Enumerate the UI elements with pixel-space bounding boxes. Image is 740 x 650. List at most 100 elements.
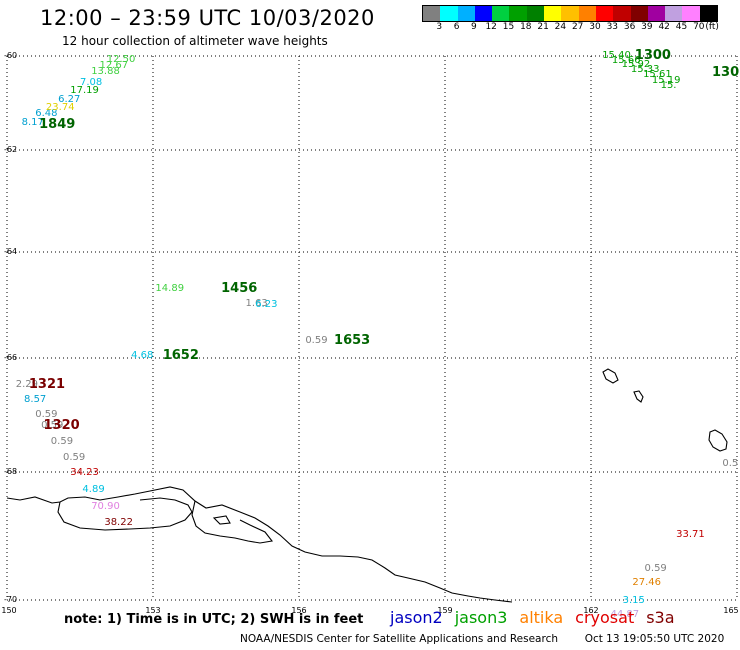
satellite-legend: jason2 jason3 altika cryosat s3a <box>390 608 687 627</box>
legend-tick-label: 9 <box>471 22 477 32</box>
wave-height-value: 15.61 <box>643 68 672 80</box>
wave-height-value: 2.29 <box>15 379 39 391</box>
lon-label-165: 165 <box>723 606 739 615</box>
footer-source: NOAA/NESDIS Center for Satellite Applica… <box>240 633 558 645</box>
chart-subtitle: 12 hour collection of altimeter wave hei… <box>62 34 328 48</box>
lat-label-64: -64 <box>4 247 18 256</box>
legend-swatch <box>630 6 648 21</box>
wave-height-value: 4.89 <box>82 483 105 495</box>
lat-label-68: -68 <box>4 467 18 476</box>
note-text: note: 1) Time is in UTC; 2) SWH is in fe… <box>64 612 364 627</box>
wave-height-value: 0.59 <box>644 563 667 575</box>
legend-tick-label: 42 <box>658 22 670 32</box>
lon-label-153: 153 <box>145 606 161 615</box>
wave-height-value: 0.59 <box>35 409 58 420</box>
wave-height-value: 8.17 <box>21 116 44 128</box>
satellite-legend-item: cryosat <box>575 608 635 627</box>
wave-height-value: 70.90 <box>91 500 120 512</box>
wave-height-value: 12.50 <box>106 53 136 65</box>
satellite-legend-item: altika <box>519 608 564 627</box>
legend-swatch <box>474 6 493 21</box>
wave-height-value: 13.88 <box>91 65 120 77</box>
footer-timestamp: Oct 13 19:05:50 UTC 2020 <box>584 633 725 645</box>
wave-height-value: 0.59 <box>50 436 74 448</box>
wave-height-value: 0.59 <box>62 452 86 464</box>
wave-height-value: 3.15 <box>622 595 645 607</box>
wave-height-value: 8.57 <box>24 394 47 406</box>
wave-height-value: 0.5 <box>722 458 739 470</box>
time-label: 1652 <box>162 347 199 363</box>
legend-swatch <box>682 6 700 21</box>
chart-title: 12:00 – 23:59 UTC 10/03/2020 <box>40 6 375 30</box>
legend-swatch <box>647 6 666 21</box>
lon-label-159: 159 <box>437 606 453 615</box>
lon-label-162: 162 <box>583 606 599 615</box>
legend-swatch <box>457 6 475 21</box>
satellite-legend-item: jason2 <box>390 608 443 627</box>
legend-tick-label: 45 <box>675 22 688 32</box>
wave-height-value: 0.59 <box>305 335 328 347</box>
legend-swatch <box>561 6 579 21</box>
wave-height-value: 0.59 <box>41 420 64 432</box>
legend-tick-label: 70 <box>693 22 705 32</box>
legend-tick-label: 30 <box>589 22 601 32</box>
wave-height-value: 1.63 <box>245 297 268 309</box>
legend-swatch <box>526 6 545 21</box>
lon-label-150: 150 <box>1 606 17 615</box>
time-label: 1321 <box>28 377 66 393</box>
wave-height-value: 33.71 <box>676 528 705 540</box>
wave-height-value: 34.23 <box>70 467 99 479</box>
wave-height-value: 17.19 <box>70 84 99 96</box>
lat-label-60: -60 <box>4 51 18 60</box>
time-label: 1653 <box>334 333 371 349</box>
time-label: 1300 <box>634 48 671 63</box>
wave-height-value: 27.46 <box>632 577 661 589</box>
legend-swatch <box>544 6 562 21</box>
legend-tick-label: 24 <box>554 22 567 32</box>
legend-swatch <box>492 6 510 21</box>
lat-label-66: -66 <box>4 353 18 362</box>
legend-swatch <box>595 6 614 21</box>
legend-tick-label: 15 <box>502 22 515 32</box>
footer: NOAA/NESDIS Center for Satellite Applica… <box>240 633 724 645</box>
legend-tick-label: 39 <box>641 22 653 32</box>
wave-height-value: 6.23 <box>255 299 278 310</box>
wave-height-value: 15.92 <box>621 59 651 71</box>
legend-tick-label: 18 <box>520 22 532 32</box>
lon-label-156: 156 <box>291 606 307 615</box>
legend-tick-label: 6 <box>453 22 460 32</box>
legend-tick-label: 21 <box>537 22 549 32</box>
wave-height-value: 6.48 <box>35 108 58 120</box>
coastline <box>6 368 728 603</box>
wave-height-value: 6.27 <box>58 94 81 106</box>
wave-height-value: 12.67 <box>99 60 129 72</box>
color-legend-labels: 3 6 9 12 15 18 21 24 27 30 33 36 39 42 45 70 (ft) <box>422 22 740 34</box>
legend-tick-label: 12 <box>485 22 497 32</box>
wave-height-value: 15.40 <box>602 50 631 61</box>
wave-height-value: 4.68 <box>131 349 154 361</box>
legend-swatch <box>509 6 527 21</box>
color-legend <box>422 5 719 22</box>
lat-label-70: -70 <box>4 595 18 604</box>
satellite-legend-item: s3a <box>646 608 675 627</box>
lat-label-62: -62 <box>4 145 18 154</box>
wave-height-value: 7.08 <box>80 77 103 89</box>
wave-height-value: 15.33 <box>630 64 660 76</box>
time-label: 1456 <box>221 281 258 297</box>
legend-swatch <box>440 6 458 21</box>
wave-height-value: 44.87 <box>610 609 640 621</box>
legend-tick-label: (ft) <box>705 22 719 32</box>
legend-tick-label: 3 <box>436 22 443 32</box>
wave-height-value: 15. <box>660 80 677 92</box>
legend-swatch <box>578 6 596 21</box>
legend-tick-label: 27 <box>571 22 584 32</box>
time-label: 130 <box>712 64 740 80</box>
time-label: 1849 <box>39 116 76 132</box>
wave-height-value: 15.19 <box>651 75 681 87</box>
legend-tick-label: 33 <box>606 22 619 32</box>
time-label: 1320 <box>43 418 80 434</box>
wave-height-value: 23.74 <box>45 101 75 113</box>
legend-swatch <box>665 6 683 21</box>
wave-height-value: 38.22 <box>104 517 133 529</box>
